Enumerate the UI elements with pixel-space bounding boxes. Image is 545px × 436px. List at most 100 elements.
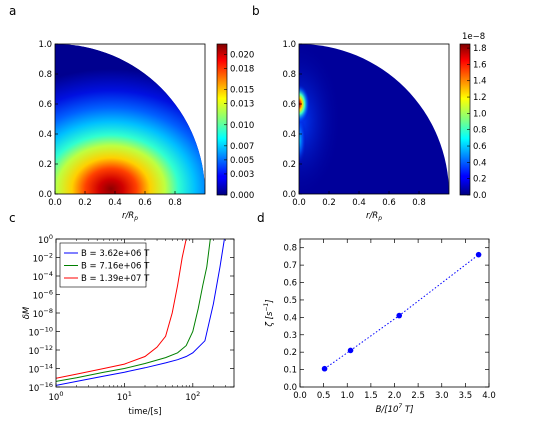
x-tick-label: 0.0 — [292, 198, 306, 208]
colorbar-tick-label: 1.8 — [473, 44, 487, 54]
colorbar-offset-text: 1e−8 — [462, 32, 485, 42]
legend-entry: B = 3.62e+06 T — [81, 249, 150, 259]
y-tick-label: 0.1 — [283, 366, 297, 376]
colorbar-tick-label: 0.8 — [473, 126, 487, 136]
y-tick-label: 10−2 — [33, 252, 53, 265]
y-tick-label: 0.6 — [282, 100, 296, 110]
y-tick-label: 0.6 — [38, 100, 52, 110]
colorbar-tick-label: 1.4 — [473, 77, 487, 87]
colorbar-tick-label: 1.6 — [473, 60, 487, 70]
colorbar-tick-label: 0.005 — [230, 156, 254, 166]
colorbar-tick-label: 0.0 — [473, 191, 487, 201]
x-tick-label: 101 — [117, 390, 132, 403]
x-tick-label: 0.8 — [412, 198, 426, 208]
x-tick-label: 100 — [49, 390, 64, 403]
y-tick-label: 0.2 — [282, 160, 296, 170]
data-point — [396, 312, 403, 319]
y-tick-label: 10−10 — [28, 326, 53, 339]
x-tick-label: 2.0 — [388, 391, 402, 401]
y-tick-label: 0.3 — [283, 331, 297, 341]
axes-frame-b — [298, 43, 450, 195]
y-tick-label: 0.4 — [38, 130, 52, 140]
colorbar-tick-label: 0.6 — [473, 142, 487, 152]
y-tick-label: 0.2 — [283, 348, 297, 358]
x-tick-label: 0.6 — [138, 198, 152, 208]
colorbar-tick-label: 0.007 — [230, 142, 254, 152]
x-tick-label: 102 — [185, 390, 200, 403]
y-tick-label: 100 — [38, 233, 53, 246]
x-axis-label: r/Rp — [122, 211, 138, 222]
y-tick-label: 0.4 — [283, 313, 297, 323]
colorbar-tick-label: 0.003 — [230, 170, 254, 180]
colorbar-tick-label: 0.4 — [473, 158, 487, 168]
colorbar-b — [459, 43, 471, 196]
x-tick-label: 2.5 — [411, 391, 425, 401]
y-tick-label: 0.4 — [282, 130, 296, 140]
axes-frame-a — [54, 43, 206, 195]
y-tick-label: 10−12 — [28, 344, 53, 357]
y-tick-label: 0.6 — [283, 279, 297, 289]
y-tick-label: 0.8 — [38, 70, 52, 80]
series-group — [56, 239, 225, 386]
colorbar-tick-label: 0.018 — [230, 65, 254, 75]
y-axis-label: δM — [22, 306, 32, 319]
y-tick-label: 10−6 — [33, 289, 53, 302]
x-tick-label: 0.2 — [78, 198, 92, 208]
y-tick-label: 1.0 — [282, 40, 296, 50]
x-tick-label: 4.0 — [482, 391, 496, 401]
panel-letter-d: d — [257, 211, 265, 225]
x-tick-label: 0.6 — [382, 198, 396, 208]
heatmap-hotspot — [299, 82, 321, 126]
y-tick-label: 0.0 — [282, 190, 296, 200]
x-tick-label: 1.0 — [340, 391, 354, 401]
colorbar-tick-label: 0.2 — [473, 175, 487, 185]
y-tick-label: 10−14 — [28, 363, 53, 376]
colorbar-tick-label: 1.0 — [473, 109, 487, 119]
colorbar-a — [216, 43, 228, 196]
y-tick-label: 0.8 — [282, 70, 296, 80]
panel-letter-b: b — [252, 4, 260, 18]
x-tick-label: 0.4 — [352, 198, 366, 208]
data-point — [475, 251, 482, 258]
x-tick-label: 3.0 — [435, 391, 449, 401]
series-line-1 — [56, 239, 225, 386]
colorbar-tick-label: 0.010 — [230, 121, 254, 131]
legend-entry: B = 7.16e+06 T — [81, 262, 150, 272]
x-tick-label: 3.5 — [459, 391, 473, 401]
data-point — [321, 365, 328, 372]
y-tick-label: 0.0 — [38, 190, 52, 200]
series-line-3 — [56, 239, 187, 379]
y-tick-label: 0.8 — [283, 244, 297, 254]
y-tick-label: 10−16 — [28, 381, 53, 394]
series-line-2 — [56, 239, 211, 382]
legend: B = 3.62e+06 T B = 7.16e+06 T B = 1.39e+07… — [59, 242, 150, 288]
y-axis-label: ζ [s−1] — [263, 299, 275, 327]
colorbar-tick-label: 0.015 — [230, 86, 254, 96]
y-tick-label: 1.0 — [38, 40, 52, 50]
colorbar-tick-label: 0.013 — [230, 100, 254, 110]
heatmap-hotspot — [299, 121, 319, 162]
x-tick-label: 0.0 — [293, 391, 307, 401]
x-tick-label: 0.8 — [168, 198, 182, 208]
y-tick-label: 10−4 — [33, 270, 53, 283]
line-panel-c: c 100 101 102 10−16 10−14 10−12 10−10 10−8 10−6 10… — [9, 211, 235, 417]
heatmap-panel-b: b0.0 0.2 0.4 0.6 0.80.00.20.40.60.81.0r/Rp0.… — [252, 4, 487, 222]
y-tick-label: 0.7 — [283, 261, 297, 271]
x-axis-label: time/[s] — [128, 407, 161, 417]
x-tick-label: 1.5 — [364, 391, 378, 401]
colorbar-tick-label: 0.000 — [230, 191, 254, 201]
y-tick-label: 0.5 — [283, 296, 297, 306]
x-tick-label: 0.4 — [108, 198, 122, 208]
heatmap-field-b — [299, 44, 449, 194]
scatter-panel-d: d 0.0 0.5 1.0 1.5 2.0 2.5 3.0 3.5 4.0 0.0 0.1 0.2 0.3… — [257, 211, 496, 415]
x-axis-label: r/Rp — [366, 211, 382, 222]
x-tick-label: 0.5 — [317, 391, 331, 401]
x-tick-label: 0.0 — [48, 198, 62, 208]
colorbar-tick-label: 0.020 — [230, 51, 254, 61]
data-point — [347, 347, 354, 354]
panel-letter-c: c — [9, 211, 16, 225]
colorbar-tick-label: 1.2 — [473, 93, 487, 103]
y-tick-label: 0.2 — [38, 160, 52, 170]
x-axis-label: B/[107 T] — [376, 403, 414, 415]
